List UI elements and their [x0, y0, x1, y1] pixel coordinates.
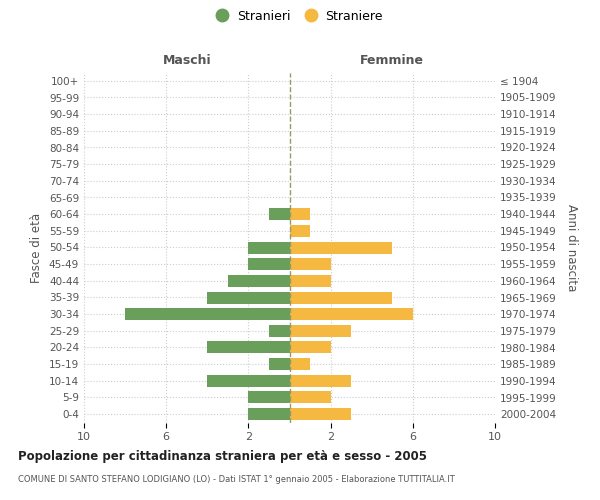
Bar	[208, 292, 290, 304]
Bar	[208, 375, 290, 387]
Bar	[290, 258, 331, 270]
Text: Maschi: Maschi	[163, 54, 211, 68]
Bar	[290, 308, 413, 320]
Bar	[290, 292, 392, 304]
Bar	[125, 308, 290, 320]
Bar	[228, 275, 290, 287]
Text: Popolazione per cittadinanza straniera per età e sesso - 2005: Popolazione per cittadinanza straniera p…	[18, 450, 427, 463]
Bar	[208, 342, 290, 353]
Bar	[269, 208, 290, 220]
Bar	[290, 392, 331, 404]
Bar	[269, 325, 290, 337]
Bar	[290, 275, 331, 287]
Bar	[290, 375, 351, 387]
Text: COMUNE DI SANTO STEFANO LODIGIANO (LO) - Dati ISTAT 1° gennaio 2005 - Elaborazio: COMUNE DI SANTO STEFANO LODIGIANO (LO) -…	[18, 475, 455, 484]
Legend: Stranieri, Straniere: Stranieri, Straniere	[213, 6, 387, 26]
Y-axis label: Fasce di età: Fasce di età	[31, 212, 43, 282]
Bar	[269, 358, 290, 370]
Bar	[290, 225, 310, 237]
Bar	[248, 408, 290, 420]
Bar	[290, 242, 392, 254]
Bar	[290, 342, 331, 353]
Bar	[248, 258, 290, 270]
Bar	[248, 242, 290, 254]
Y-axis label: Anni di nascita: Anni di nascita	[565, 204, 578, 291]
Bar	[290, 408, 351, 420]
Bar	[290, 325, 351, 337]
Bar	[290, 358, 310, 370]
Bar	[248, 392, 290, 404]
Bar	[290, 208, 310, 220]
Text: Femmine: Femmine	[360, 54, 424, 68]
